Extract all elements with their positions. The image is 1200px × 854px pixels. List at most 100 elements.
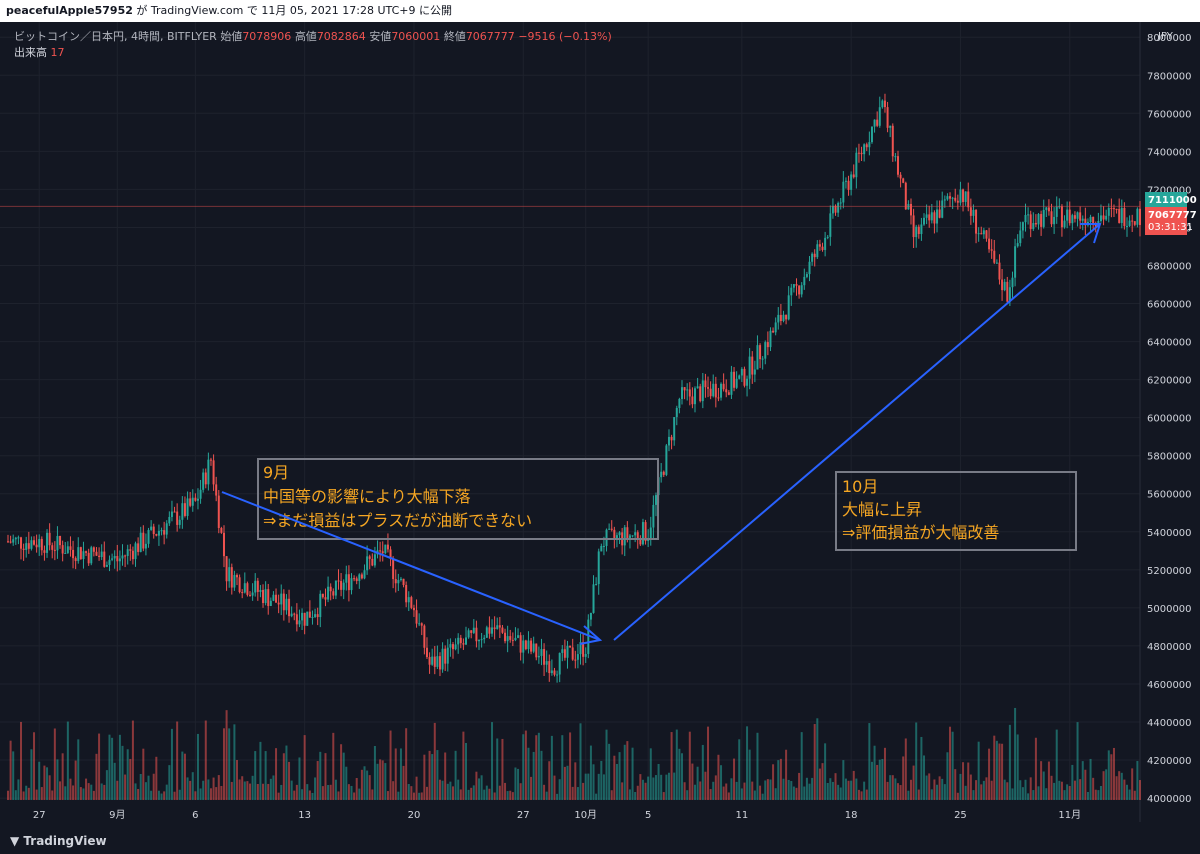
candle-body [670,436,673,441]
candle-body [444,648,447,664]
candle-body [181,503,184,520]
candle-body [246,583,249,595]
candle-body [712,383,715,397]
candle-body [212,460,215,485]
candle-body [1089,216,1092,222]
volume-bar [90,784,93,800]
volume-bar [186,777,189,800]
volume-bar [506,791,509,800]
candle-body [405,584,408,603]
volume-bar [40,787,43,800]
candle-body [998,262,1001,280]
candle-body [545,661,548,665]
candle-body [480,639,483,641]
volume-bar [803,786,806,800]
author-name[interactable]: peacefulApple57952 [6,4,133,17]
candle-body [290,613,293,617]
volume-bar [48,775,51,800]
symbol-name[interactable]: ビットコイン／日本円, 4時間, BITFLYER [14,30,217,43]
annotation-sep-line-1: 9月 [263,463,289,482]
volume-bar [725,783,728,800]
volume-bar [662,792,665,800]
volume-bar [964,785,967,800]
candle-body [517,635,520,638]
volume-bar [1133,790,1136,800]
volume-bar [204,720,207,800]
volume-legend: 出来高 17 [14,44,65,60]
volume-bar [943,784,946,800]
price-chart[interactable]: 9月 中国等の影響により大幅下落 ⇒まだ損益はプラスだが油断できない 10月 大… [0,22,1200,828]
candle-body [1034,223,1037,225]
volume-bar [72,785,75,800]
candle-body [662,471,665,475]
candle-body [150,526,153,530]
candle-body [574,659,577,661]
volume-label: 出来高 [14,46,47,59]
x-tick-label: 27 [33,810,46,821]
candlesticks [7,93,1141,683]
volume-bar [782,778,785,800]
volume-bar [621,782,624,800]
annotation-oct-line-3: ⇒評価損益が大幅改善 [842,523,999,542]
volume-bar [246,781,249,800]
volume-bar [764,780,767,800]
candle-body [118,558,121,562]
volume-bar [22,791,25,800]
y-tick-label: 7800000 [1147,71,1192,82]
volume-bar [1136,760,1139,800]
volume-bar [501,738,504,800]
candle-body [779,314,782,322]
candle-body [368,556,371,559]
tradingview-logo[interactable]: ▼ TradingView [10,834,107,848]
candle-body [863,144,866,155]
candle-body [69,546,72,550]
current-price-tag [1145,207,1187,235]
volume-bar [962,762,965,800]
volume-bar [243,781,246,800]
volume-bar [1034,737,1037,800]
volume-bar [1019,780,1022,800]
candle-body [40,538,43,551]
candle-body [766,342,769,348]
volume-bar [397,791,400,800]
volume-bar [610,790,613,800]
candle-body [725,389,728,393]
candle-body [792,284,795,288]
candle-body [740,368,743,376]
candle-body [1037,214,1040,225]
candle-body [457,637,460,645]
candle-body [928,214,931,221]
candle-body [66,546,69,553]
y-tick-label: 5000000 [1147,604,1192,615]
volume-bar [792,786,795,800]
volume-bar [472,785,475,800]
volume-bar [563,766,566,800]
y-tick-label: 6400000 [1147,338,1192,349]
candle-body [308,611,311,618]
candle-body [936,209,939,224]
candle-body [829,213,832,237]
candle-body [483,637,486,640]
volume-bar [496,738,499,800]
volume-bar [17,779,20,800]
volume-bar [696,766,699,800]
volume-bar [777,760,780,800]
volume-bar [451,786,454,800]
candle-body [613,529,616,539]
volume-bar [769,779,772,800]
candle-body [126,549,129,556]
volume-bar [324,753,327,800]
volume-bar [951,731,954,800]
volume-bar [165,784,168,800]
high-value: 7082864 [316,30,366,43]
candle-body [886,107,889,128]
candle-body [798,285,801,295]
candle-body [379,550,382,552]
volume-bar [608,743,611,800]
volume-bar [816,718,819,800]
volume-bar [1125,784,1128,800]
volume-bar [1037,786,1040,800]
candle-body [1094,223,1097,227]
candle-body [238,577,241,593]
candle-body [165,523,168,535]
